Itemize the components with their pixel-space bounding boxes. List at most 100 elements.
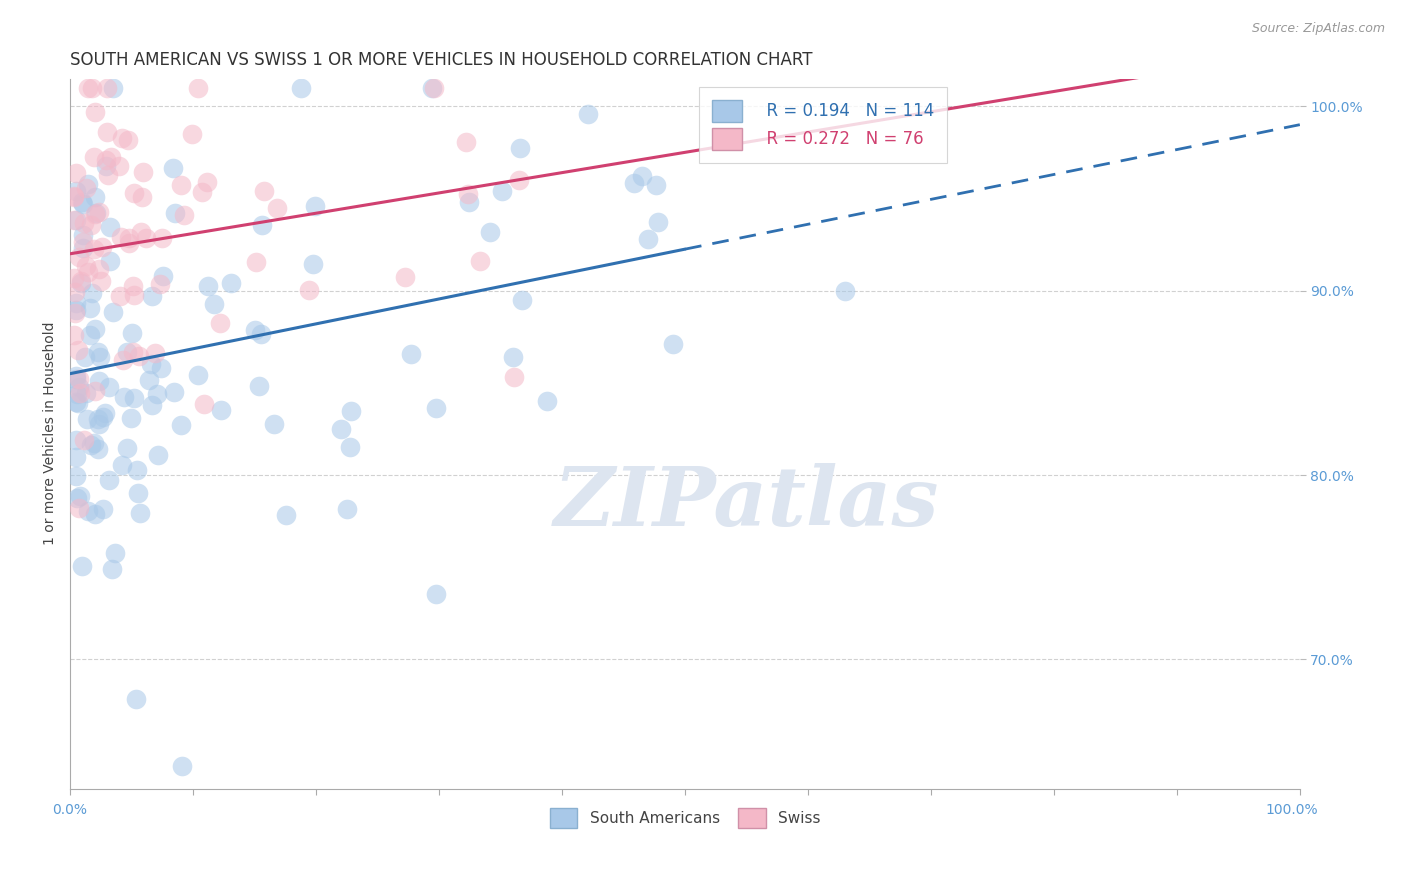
Point bbox=[274, 508, 297, 523]
Point bbox=[623, 176, 645, 190]
Point bbox=[87, 442, 110, 457]
Point bbox=[84, 104, 107, 119]
Point bbox=[425, 401, 447, 415]
Point bbox=[340, 404, 363, 418]
Point bbox=[83, 242, 105, 256]
Point bbox=[77, 265, 100, 279]
Point bbox=[129, 507, 152, 521]
Point bbox=[143, 346, 166, 360]
Point bbox=[72, 235, 94, 249]
Point bbox=[67, 500, 90, 515]
Point bbox=[75, 385, 97, 400]
Point bbox=[197, 279, 219, 293]
Point bbox=[502, 350, 524, 364]
Point bbox=[219, 277, 242, 291]
Point bbox=[162, 161, 184, 175]
Point bbox=[83, 435, 105, 450]
Point bbox=[173, 208, 195, 222]
Point bbox=[67, 396, 90, 410]
Point bbox=[84, 322, 107, 336]
Point bbox=[150, 361, 173, 376]
Text: ZIPatlas: ZIPatlas bbox=[554, 463, 939, 542]
Point bbox=[91, 501, 114, 516]
Point bbox=[208, 316, 231, 330]
Point bbox=[170, 178, 193, 192]
Point bbox=[399, 347, 422, 361]
Point bbox=[135, 230, 157, 244]
Point bbox=[80, 219, 103, 233]
Point bbox=[90, 274, 112, 288]
Point bbox=[65, 469, 87, 483]
Point bbox=[423, 80, 446, 95]
Point bbox=[491, 185, 513, 199]
Point bbox=[122, 288, 145, 302]
Point bbox=[96, 80, 118, 95]
Point bbox=[125, 463, 148, 477]
Point bbox=[834, 285, 856, 299]
Point bbox=[65, 285, 87, 299]
Point bbox=[187, 80, 209, 95]
Point bbox=[100, 150, 122, 164]
Point bbox=[91, 410, 114, 425]
Point bbox=[141, 398, 163, 412]
Point bbox=[131, 189, 153, 203]
Point bbox=[138, 373, 160, 387]
Point bbox=[83, 150, 105, 164]
Point bbox=[66, 491, 89, 505]
Point bbox=[84, 190, 107, 204]
Point bbox=[65, 184, 87, 198]
Point bbox=[118, 235, 141, 250]
Point bbox=[82, 286, 104, 301]
Point bbox=[172, 759, 194, 773]
Point bbox=[94, 406, 117, 420]
Point bbox=[65, 213, 87, 227]
Point bbox=[661, 336, 683, 351]
Point bbox=[180, 127, 202, 141]
Point bbox=[83, 384, 105, 398]
Point bbox=[89, 350, 111, 364]
Point bbox=[394, 270, 416, 285]
Point bbox=[647, 215, 669, 229]
Point bbox=[290, 80, 312, 95]
Point bbox=[146, 387, 169, 401]
Point bbox=[339, 440, 361, 454]
Point bbox=[63, 190, 86, 204]
Point bbox=[163, 205, 186, 219]
Point bbox=[110, 229, 132, 244]
Point bbox=[75, 350, 97, 364]
Point bbox=[150, 231, 173, 245]
Y-axis label: 1 or more Vehicles in Household: 1 or more Vehicles in Household bbox=[44, 322, 58, 545]
Point bbox=[80, 80, 103, 95]
Point bbox=[202, 297, 225, 311]
Point bbox=[65, 166, 87, 180]
Point bbox=[69, 489, 91, 503]
Point bbox=[468, 254, 491, 268]
Point bbox=[253, 185, 276, 199]
Point bbox=[170, 417, 193, 432]
Point bbox=[104, 546, 127, 560]
Point bbox=[77, 178, 100, 192]
Point bbox=[63, 306, 86, 320]
Point bbox=[98, 473, 121, 487]
Point bbox=[65, 433, 87, 447]
Point bbox=[152, 269, 174, 284]
Point bbox=[65, 303, 87, 318]
Point bbox=[79, 438, 101, 452]
Point bbox=[190, 185, 212, 199]
Point bbox=[454, 135, 477, 149]
Point bbox=[87, 417, 110, 432]
Point bbox=[111, 458, 134, 472]
Point bbox=[79, 301, 101, 315]
Point bbox=[63, 188, 86, 202]
Point bbox=[141, 288, 163, 302]
Point bbox=[209, 402, 232, 417]
Point bbox=[245, 323, 267, 337]
Point bbox=[110, 289, 132, 303]
Point bbox=[330, 422, 353, 436]
Point bbox=[336, 501, 359, 516]
Point bbox=[304, 199, 326, 213]
Point bbox=[89, 374, 111, 388]
Point bbox=[65, 371, 87, 385]
Point bbox=[90, 240, 112, 254]
Legend: South Americans, Swiss: South Americans, Swiss bbox=[544, 802, 827, 834]
